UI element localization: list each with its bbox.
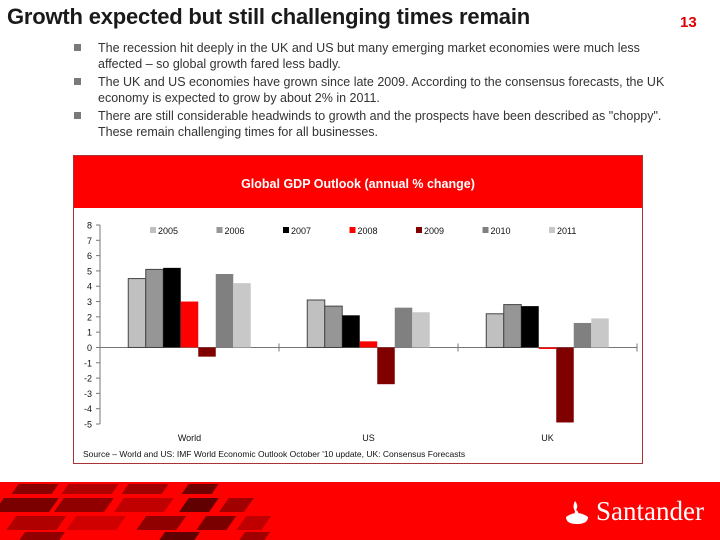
bar-uk-2008 [538,347,557,349]
gdp-bar-chart: 8 7 6 5 4 3 2 1 0 -1 -2 -3 -4 -5 World US UK 2005 2006 2007… [84,221,638,443]
source-note: Source – World and US: IMF World Economi… [83,449,466,459]
slide-title: Growth expected but still challenging ti… [7,4,530,29]
footer-tile-pattern [0,484,272,540]
chart-panel: Global GDP Outlook (annual % change) 8 7 6… [73,155,643,464]
bar-uk-2005 [485,313,505,348]
bar-world-2011 [233,283,251,348]
y-tick-label: 8 [87,221,92,231]
y-tick-label: -2 [84,374,92,384]
bar-us-2005 [306,299,326,348]
footer-banner: Santander [0,482,720,540]
y-tick-label: 0 [87,343,92,353]
bar-us-2011 [412,312,430,348]
bullet-text: The UK and US economies have grown since… [98,75,665,105]
bar-us-2007 [342,315,360,348]
y-tick-label: -3 [84,389,92,399]
flame-icon [566,500,589,524]
bar-us-2006 [324,305,343,348]
bar-us-2008 [359,341,378,348]
bar-uk-2009 [556,347,574,423]
bar-world-2007 [163,267,181,348]
bar-world-2006 [145,268,164,348]
legend-swatch [416,227,422,233]
bullet-square-icon [74,44,81,51]
santander-logo: Santander [564,496,704,527]
bar-world-2008 [180,301,199,348]
bar-us-2010 [394,307,413,348]
bullet-item: There are still considerable headwinds t… [74,108,674,140]
legend-swatch [549,227,555,233]
bar-uk-2006 [503,304,522,348]
y-tick-label: -4 [84,404,92,414]
brand-name: Santander [596,496,704,526]
y-tick-label: 2 [87,312,92,322]
page-number: 13 [680,14,697,31]
x-category-label: US [362,433,375,443]
bar-us-2009 [377,347,395,385]
y-tick-label: 4 [87,282,92,292]
y-tick-label: 3 [87,297,92,307]
legend-swatch [349,227,356,233]
legend-swatch [216,227,223,233]
bar-uk-2011 [591,318,609,348]
y-tick-label: 1 [87,328,92,338]
y-tick-label: 7 [87,236,92,246]
chart-header: Global GDP Outlook (annual % change) [74,156,642,208]
x-category-label: UK [541,433,554,443]
y-tick-label: 5 [87,266,92,276]
legend-swatch [482,227,489,233]
bullet-item: The UK and US economies have grown since… [74,74,674,106]
y-tick-label: -5 [84,420,92,430]
x-category-label: World [178,433,201,443]
bar-uk-2010 [573,322,592,348]
bar-world-2010 [215,273,234,348]
bar-world-2005 [127,278,147,348]
legend-label: 2008 [358,226,378,236]
legend-label: 2009 [424,226,444,236]
bullet-list: The recession hit deeply in the UK and U… [74,40,674,142]
y-tick-label: 6 [87,251,92,261]
bullet-square-icon [74,112,81,119]
legend-label: 2007 [291,226,311,236]
bullet-square-icon [74,78,81,85]
legend-label: 2011 [557,226,576,236]
bullet-text: There are still considerable headwinds t… [98,109,662,139]
legend-label: 2010 [491,226,511,236]
bullet-item: The recession hit deeply in the UK and U… [74,40,674,72]
legend-label: 2005 [158,226,178,236]
bar-world-2009 [198,347,216,357]
y-tick-label: -1 [84,358,92,368]
chart-title: Global GDP Outlook (annual % change) [241,177,475,191]
legend-swatch [283,227,289,233]
legend-swatch [150,227,156,233]
bullet-text: The recession hit deeply in the UK and U… [98,41,640,71]
bar-uk-2007 [521,306,539,348]
legend-label: 2006 [225,226,245,236]
